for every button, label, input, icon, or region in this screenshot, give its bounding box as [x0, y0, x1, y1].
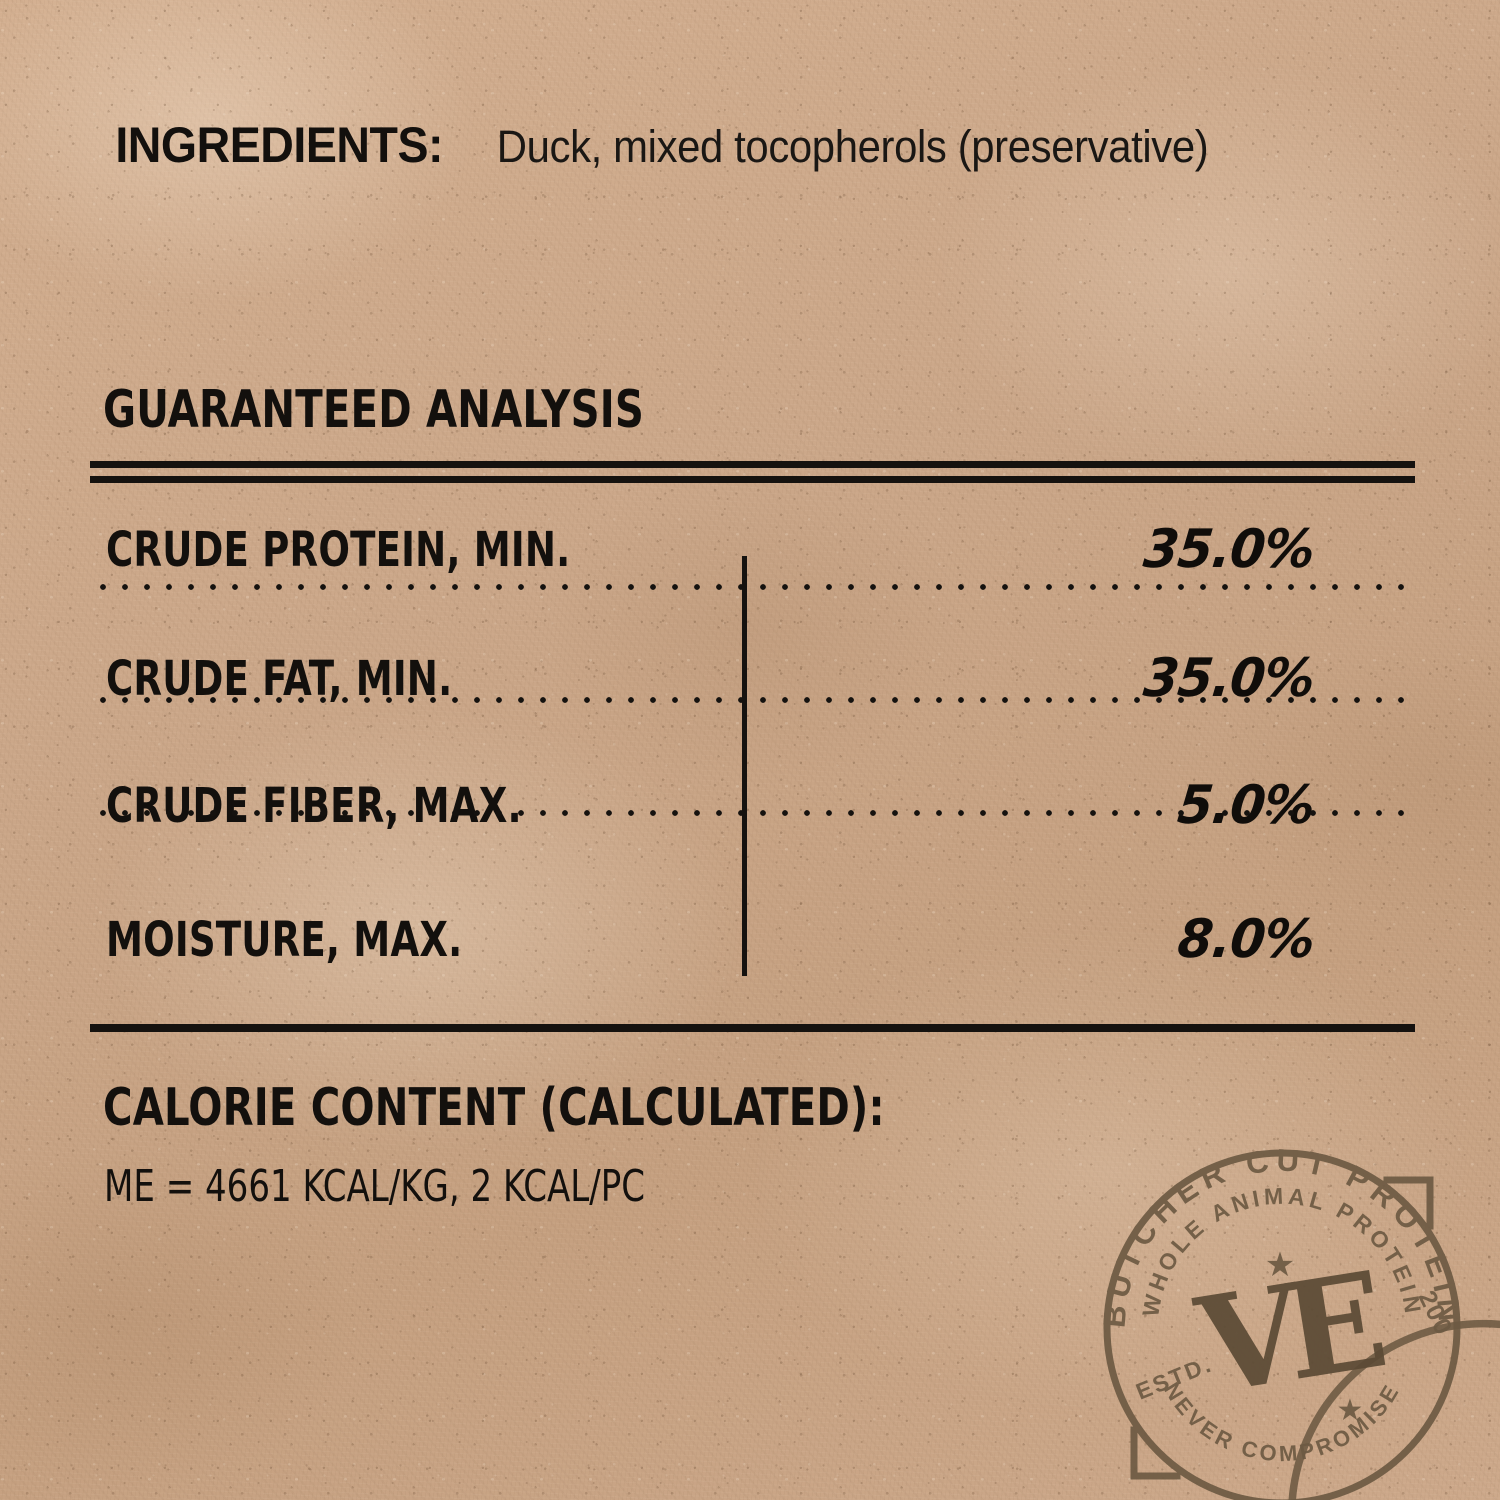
- stamp-outer-arc-text: BUTCHER CUT PROTEIN: [1096, 1142, 1461, 1329]
- ingredients-list-text: Duck, mixed tocopherols (preservative): [497, 121, 1209, 172]
- table-bottom-rule: [90, 1024, 1415, 1032]
- table-vertical-divider: [742, 556, 747, 976]
- table-row-label-moisture: MOISTURE, MAX.: [106, 912, 463, 968]
- table-row-value-moisture: 8.0%: [1174, 909, 1318, 970]
- svg-text:BUTCHER CUT PROTEIN: BUTCHER CUT PROTEIN: [1291, 1467, 1500, 1500]
- table-top-rule-lower: [90, 476, 1415, 483]
- calorie-content-heading: CALORIE CONTENT (CALCULATED):: [103, 1078, 885, 1138]
- guaranteed-analysis-heading: GUARANTEED ANALYSIS: [103, 380, 645, 440]
- table-row-separator-2: [92, 697, 1412, 703]
- butcher-cut-protein-stamp-partial: BUTCHER CUT PROTEIN: [1268, 1300, 1500, 1500]
- table-row-value-crude-fiber: 5.0%: [1174, 775, 1318, 836]
- stamp-bottom-arc-text: NEVER COMPROMISE: [1159, 1378, 1402, 1466]
- table-row-separator-1: [92, 584, 1412, 590]
- table-top-rule-upper: [90, 461, 1415, 468]
- stamp-inner-arc-text: WHOLE ANIMAL PROTEIN: [1137, 1183, 1423, 1319]
- ingredients-heading: INGREDIENTS:: [115, 117, 444, 173]
- svg-text:NEVER COMPROMISE: NEVER COMPROMISE: [1159, 1378, 1405, 1466]
- ingredients-block: INGREDIENTS: Duck, mixed tocopherols (pr…: [103, 116, 1235, 174]
- stamp-year-text: 200: [1413, 1286, 1458, 1340]
- calorie-content-value: ME = 4661 KCAL/KG, 2 KCAL/PC: [104, 1161, 646, 1212]
- table-row-label-crude-protein: CRUDE PROTEIN, MIN.: [106, 522, 571, 578]
- svg-text:WHOLE ANIMAL PROTEIN: WHOLE ANIMAL PROTEIN: [1137, 1183, 1427, 1319]
- table-row-value-crude-protein: 35.0%: [1140, 519, 1318, 580]
- ghost-stamp-arc-text: BUTCHER CUT PROTEIN: [1291, 1467, 1500, 1500]
- stamp-star-top-icon: ★: [1265, 1245, 1295, 1285]
- table-row-separator-3: [92, 810, 1412, 816]
- svg-text:BUTCHER CUT PROTEIN: BUTCHER CUT PROTEIN: [1096, 1142, 1467, 1329]
- table-row-label-crude-fat: CRUDE FAT, MIN.: [106, 651, 453, 707]
- stamp-star-bottom-icon: ★: [1337, 1393, 1364, 1428]
- stamp-estd-text: ESTD.: [1132, 1350, 1216, 1404]
- table-row-label-crude-fiber: CRUDE FIBER, MAX.: [106, 778, 522, 834]
- stamp-monogram: VE: [1187, 1243, 1390, 1424]
- butcher-cut-protein-stamp: BUTCHER CUT PROTEIN WHOLE ANIMAL PROTEIN…: [1082, 1128, 1482, 1500]
